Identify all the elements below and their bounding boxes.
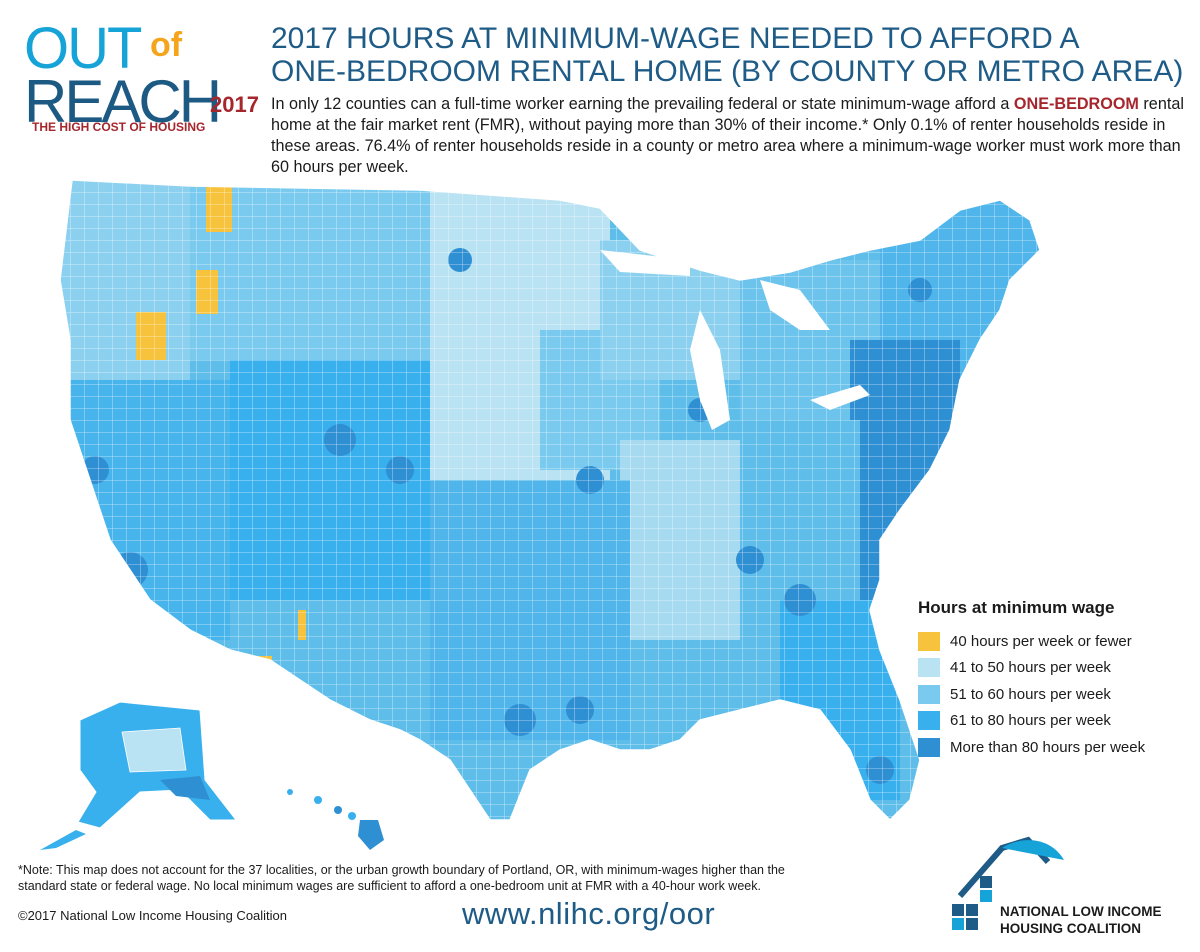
map-legend: Hours at minimum wage 40 hours per week …	[918, 598, 1188, 761]
intro-highlight: ONE-BEDROOM	[1013, 95, 1139, 113]
legend-item-51-to-60: 51 to 60 hours per week	[918, 681, 1188, 708]
logo-tagline: THE HIGH COST OF HOUSING	[32, 120, 206, 134]
page-title: 2017 HOURS AT MINIMUM-WAGE NEEDED TO AFF…	[271, 22, 1191, 88]
title-line-1: 2017 HOURS AT MINIMUM-WAGE NEEDED TO AFF…	[271, 22, 1080, 55]
logo-out-text: OUT	[24, 16, 142, 81]
logo-year-text: 2017	[210, 92, 259, 117]
legend-label: 51 to 60 hours per week	[950, 685, 1111, 703]
hawaii	[287, 789, 384, 850]
alaska	[40, 701, 238, 850]
legend-label: 41 to 50 hours per week	[950, 659, 1111, 677]
legend-label: 40 hours per week or fewer	[950, 632, 1132, 650]
us-county-map	[40, 180, 1041, 850]
org-name-line-1: NATIONAL LOW INCOME	[1000, 904, 1162, 919]
legend-swatch	[918, 631, 940, 651]
legend-item-61-to-80: 61 to 80 hours per week	[918, 708, 1188, 735]
intro-text-2: rental home at the fair market rent (FMR…	[271, 95, 1184, 176]
footnote: *Note: This map does not account for the…	[18, 862, 948, 894]
legend-swatch	[918, 711, 940, 731]
footnote-line-2: standard state or federal wage. No local…	[18, 879, 761, 893]
out-of-reach-logo: OUT of REACH 2017 THE HIGH COST OF HOUSI…	[24, 20, 264, 140]
nlihc-logo: NATIONAL LOW INCOME HOUSING COALITION	[950, 832, 1190, 942]
intro-paragraph: In only 12 counties can a full-time work…	[271, 94, 1191, 178]
legend-label: 61 to 80 hours per week	[950, 712, 1111, 730]
intro-text-1: In only 12 counties can a full-time work…	[271, 95, 1010, 113]
website-link[interactable]: www.nlihc.org/oor	[462, 896, 716, 931]
title-line-2: ONE-BEDROOM RENTAL HOME (BY COUNTY OR ME…	[271, 55, 1184, 88]
legend-title: Hours at minimum wage	[918, 598, 1115, 617]
house-icon	[952, 836, 1064, 930]
logo-reach-text: REACH	[24, 68, 222, 135]
legend-item-41-to-50: 41 to 50 hours per week	[918, 655, 1188, 682]
legend-swatch	[918, 684, 940, 704]
org-name-line-2: HOUSING COALITION	[1000, 921, 1141, 936]
footnote-line-1: *Note: This map does not account for the…	[18, 863, 785, 877]
legend-label: More than 80 hours per week	[950, 738, 1146, 756]
legend-swatch	[918, 737, 940, 757]
logo-of-text: of	[150, 26, 183, 64]
legend-item-more-than-80: More than 80 hours per week	[918, 734, 1188, 761]
legend-swatch	[918, 658, 940, 678]
copyright-text: ©2017 National Low Income Housing Coalit…	[18, 908, 288, 923]
legend-item-40-or-fewer: 40 hours per week or fewer	[918, 628, 1188, 655]
org-name: NATIONAL LOW INCOME HOUSING COALITION	[1000, 903, 1162, 937]
us-outline	[59, 180, 1041, 822]
